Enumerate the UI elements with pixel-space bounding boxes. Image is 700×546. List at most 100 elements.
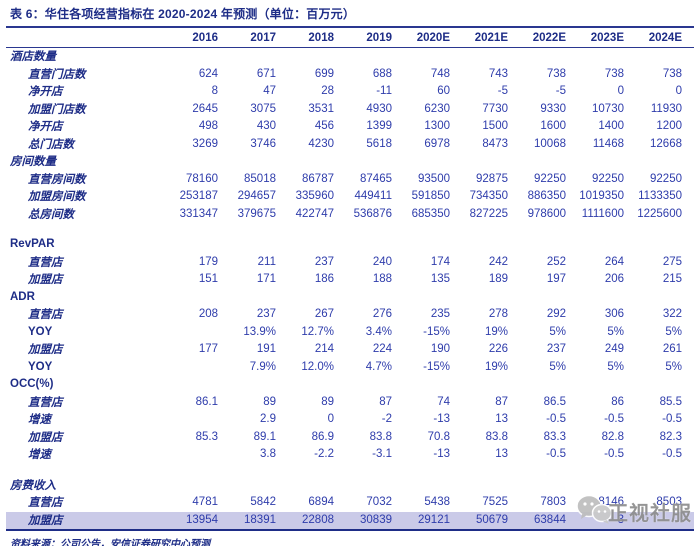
value-cell: -5 xyxy=(497,85,508,97)
row-label: 总门店数 xyxy=(28,136,74,151)
value-cell: 13.9% xyxy=(243,325,276,338)
value-cell xyxy=(172,324,230,342)
table-row: 加盟店 177 191 214 224 190 226 237 249 261 xyxy=(6,341,694,359)
value-cell: 688 xyxy=(372,67,392,80)
value-cell: 235 xyxy=(430,308,450,320)
value-cell: 671 xyxy=(256,67,276,80)
value-cell: 536876 xyxy=(353,207,392,220)
table-title: 表 6：华住各项经营指标在 2020-2024 年预测（单位：百万元） xyxy=(6,0,694,28)
value-cell: 379675 xyxy=(237,207,276,220)
year-column-header: 2024E xyxy=(636,28,694,48)
value-cell xyxy=(578,289,636,307)
row-label: 直营店 xyxy=(28,394,63,409)
value-cell: 738 xyxy=(604,67,624,80)
value-cell: 19% xyxy=(484,325,508,338)
value-cell xyxy=(462,289,520,307)
row-label: 增速 xyxy=(28,447,51,461)
value-cell xyxy=(230,236,288,254)
value-cell: 1600 xyxy=(540,120,566,132)
year-column-header: 2022E xyxy=(520,28,578,48)
table-row: 直营店 86.1 89 89 87 74 87 86.5 86 85.5 xyxy=(6,394,694,412)
section-header-row: 酒店数量 xyxy=(6,48,694,66)
year-column-header: 2018 xyxy=(288,28,346,48)
value-cell xyxy=(636,289,694,307)
value-cell xyxy=(636,376,694,394)
value-cell xyxy=(520,236,578,254)
value-cell: 252 xyxy=(546,255,566,268)
value-cell: 294657 xyxy=(237,190,276,202)
value-cell xyxy=(346,48,404,66)
row-label: 加盟店 xyxy=(28,342,63,356)
value-cell: 3 xyxy=(578,511,636,530)
value-cell xyxy=(288,477,346,495)
value-cell xyxy=(462,48,520,66)
value-cell: 87 xyxy=(495,395,508,408)
row-label: 加盟店 xyxy=(28,272,63,286)
value-cell: -15% xyxy=(423,360,450,373)
value-cell: -0.5 xyxy=(604,448,624,460)
value-cell: 8146 xyxy=(598,496,624,508)
value-cell: -0.5 xyxy=(546,413,566,425)
value-cell: 86.1 xyxy=(195,395,218,408)
value-cell: 86787 xyxy=(302,172,334,185)
value-cell: 50679 xyxy=(462,511,520,530)
value-cell: 47 xyxy=(263,85,276,97)
section-header-row: OCC(%) xyxy=(6,376,694,394)
value-cell: 624 xyxy=(198,67,218,80)
value-cell: 89 xyxy=(263,395,276,408)
value-cell: 29121 xyxy=(404,511,462,530)
row-label: 酒店数量 xyxy=(10,49,56,63)
table-row: 加盟店 151 171 186 188 135 189 197 206 215 xyxy=(6,271,694,289)
row-label: 净开店 xyxy=(28,84,63,98)
value-cell: 11930 xyxy=(650,102,682,115)
value-cell: 12668 xyxy=(650,137,682,150)
source-note: 资料来源：公司公告，安信证券研究中心预测 xyxy=(10,539,210,546)
value-cell: 4230 xyxy=(308,137,334,150)
value-cell: 422747 xyxy=(295,207,334,220)
table-row: 加盟店 13954 18391 22808 30839 29121 50679 63844 3 xyxy=(6,511,694,530)
spacer-row xyxy=(6,223,694,236)
value-cell: 86.5 xyxy=(543,395,566,408)
value-cell: 135 xyxy=(430,273,450,285)
value-cell xyxy=(578,236,636,254)
section-header-row: RevPAR xyxy=(6,236,694,254)
spacer-row xyxy=(6,464,694,477)
year-column-header: 2016 xyxy=(172,28,230,48)
value-cell: 0 xyxy=(617,85,624,97)
value-cell: 4930 xyxy=(366,102,392,115)
row-label: 直营店 xyxy=(28,254,63,269)
value-cell: 237 xyxy=(546,343,566,355)
value-cell xyxy=(230,376,288,394)
value-cell: 5438 xyxy=(424,496,450,508)
value-cell xyxy=(404,477,462,495)
value-cell: 87 xyxy=(379,395,392,408)
table-row: 直营房间数 78160 85018 86787 87465 93500 92875 92250… xyxy=(6,171,694,189)
value-cell: 70.8 xyxy=(427,430,450,443)
value-cell: 738 xyxy=(546,67,566,80)
value-cell: 3075 xyxy=(250,102,276,115)
value-cell xyxy=(462,236,520,254)
value-cell: -3.1 xyxy=(372,448,392,460)
year-column-header: 2023E xyxy=(578,28,636,48)
value-cell xyxy=(172,289,230,307)
value-cell: 0 xyxy=(675,85,682,97)
value-cell: 18391 xyxy=(230,511,288,530)
value-cell: 5618 xyxy=(366,137,392,150)
value-cell xyxy=(172,153,230,171)
value-cell: 63844 xyxy=(520,511,578,530)
value-cell xyxy=(172,236,230,254)
value-cell: 4781 xyxy=(192,496,218,508)
value-cell: 179 xyxy=(198,255,218,268)
value-cell: 335960 xyxy=(295,190,334,202)
row-label: 直营房间数 xyxy=(28,171,86,186)
value-cell: 5842 xyxy=(250,496,276,508)
value-cell: -11 xyxy=(376,85,392,97)
value-cell: 224 xyxy=(372,343,392,355)
value-cell: 276 xyxy=(372,308,392,320)
value-cell xyxy=(404,236,462,254)
value-cell: 93500 xyxy=(418,172,450,185)
value-cell: -0.5 xyxy=(662,413,682,425)
section-header-row: 房间数量 xyxy=(6,153,694,171)
value-cell xyxy=(288,289,346,307)
value-cell xyxy=(230,153,288,171)
